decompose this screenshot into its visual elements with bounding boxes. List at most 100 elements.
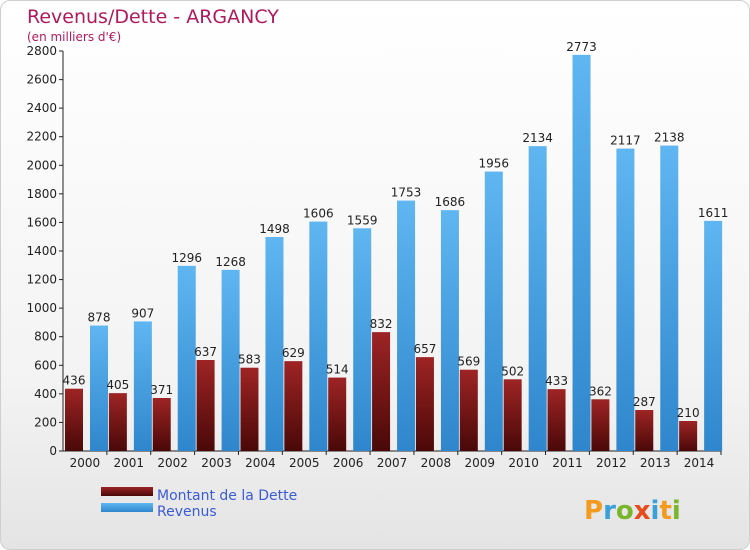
debt-value-label: 583 [238, 353, 261, 367]
revenue-value-label: 1559 [347, 213, 378, 227]
x-tick-label: 2013 [640, 456, 671, 470]
revenue-bar [90, 325, 108, 451]
y-tick-label: 2400 [26, 101, 57, 115]
revenue-bar [704, 220, 723, 451]
y-tick-label: 2000 [26, 158, 57, 172]
x-tick-label: 2003 [201, 456, 232, 470]
x-tick-label: 2012 [596, 456, 627, 470]
proxiti-logo: Proxiti [584, 496, 681, 526]
debt-value-label: 502 [501, 364, 524, 378]
debt-bar [328, 377, 347, 451]
debt-bar [196, 360, 215, 451]
revenue-bar [177, 265, 196, 451]
revenue-bar [616, 148, 635, 452]
revenue-bar [133, 321, 152, 451]
x-tick-label: 2002 [157, 456, 188, 470]
revenue-value-label: 1686 [435, 195, 466, 209]
x-tick-label: 2009 [464, 456, 495, 470]
debt-bar [635, 410, 654, 451]
x-tick-label: 2005 [289, 456, 320, 470]
debt-bar [240, 367, 259, 451]
revenue-bar [440, 210, 459, 451]
x-tick-label: 2011 [552, 456, 583, 470]
y-tick-label: 2200 [26, 130, 57, 144]
legend-label: Revenus [157, 504, 217, 520]
x-tick-label: 2001 [114, 456, 145, 470]
debt-bar [679, 421, 698, 451]
revenue-bar [397, 200, 416, 451]
bars-layer: 436 878 405 907 371 1296 637 1268 583 1498 629 1606… [63, 40, 729, 452]
x-tick-label: 2000 [70, 456, 101, 470]
revenue-bar [221, 269, 240, 451]
debt-value-label: 287 [633, 395, 656, 409]
debt-value-label: 629 [282, 346, 305, 360]
legend-swatch [101, 487, 153, 496]
axis-layer: 0 200 400 600 800 1000 1200 1400 1600 1800 2000 220… [26, 44, 722, 470]
debt-value-label: 371 [150, 383, 173, 397]
revenue-value-label: 1956 [479, 157, 510, 171]
debt-value-label: 362 [589, 384, 612, 398]
debt-value-label: 433 [545, 374, 568, 388]
legend-swatch [101, 503, 153, 512]
debt-bar [591, 399, 610, 451]
debt-value-label: 637 [194, 345, 217, 359]
y-tick-label: 0 [49, 444, 57, 458]
revenue-bar [309, 221, 328, 451]
revenue-bar [660, 145, 679, 452]
proxiti-logo-text: Proxiti [584, 496, 681, 526]
y-tick-label: 1600 [26, 215, 57, 229]
revenue-value-label: 907 [131, 306, 154, 320]
revenue-value-label: 1753 [391, 186, 422, 200]
debt-bar [284, 361, 303, 451]
debt-bar [65, 388, 83, 451]
revenue-value-label: 2773 [566, 40, 597, 54]
x-tick-label: 2006 [333, 456, 364, 470]
revenue-value-label: 2134 [522, 131, 553, 145]
debt-bar [503, 379, 522, 451]
revenue-value-label: 2117 [610, 134, 641, 148]
y-tick-label: 1200 [26, 273, 57, 287]
x-tick-label: 2008 [421, 456, 452, 470]
revenue-bar [528, 146, 547, 451]
revenue-value-label: 878 [88, 311, 111, 325]
revenue-bar [265, 237, 284, 451]
x-tick-label: 2004 [245, 456, 276, 470]
debt-bar [108, 393, 127, 451]
debt-value-label: 436 [63, 374, 86, 388]
revenue-value-label: 1606 [303, 207, 334, 221]
y-tick-label: 2800 [26, 44, 57, 58]
debt-bar [547, 389, 566, 451]
debt-value-label: 210 [677, 406, 700, 420]
legend-label: Montant de la Dette [157, 488, 297, 504]
revenue-value-label: 1296 [171, 251, 202, 265]
y-tick-label: 1400 [26, 244, 57, 258]
revenue-value-label: 1498 [259, 222, 290, 236]
debt-value-label: 569 [457, 355, 480, 369]
revenue-bar [572, 54, 591, 451]
debt-bar [415, 357, 434, 451]
debt-value-label: 657 [413, 342, 436, 356]
x-tick-label: 2007 [377, 456, 408, 470]
y-tick-label: 200 [34, 415, 57, 429]
debt-bar [152, 398, 171, 451]
revenue-value-label: 1611 [698, 206, 729, 220]
debt-bar [459, 369, 478, 451]
revenue-value-label: 1268 [215, 255, 246, 269]
x-tick-label: 2010 [508, 456, 539, 470]
revenue-bar [484, 171, 503, 452]
debt-value-label: 832 [370, 317, 393, 331]
y-tick-label: 1800 [26, 187, 57, 201]
chart-title: Revenus/Dette - ARGANCY [27, 6, 279, 28]
y-tick-label: 1000 [26, 301, 57, 315]
y-tick-label: 600 [34, 358, 57, 372]
debt-value-label: 405 [106, 378, 129, 392]
x-tick-label: 2014 [684, 456, 715, 470]
y-tick-label: 400 [34, 387, 57, 401]
revenue-value-label: 2138 [654, 131, 685, 145]
debt-bar [372, 332, 391, 451]
chart-subtitle: (en milliers d'€) [27, 30, 121, 44]
debt-value-label: 514 [326, 363, 349, 377]
